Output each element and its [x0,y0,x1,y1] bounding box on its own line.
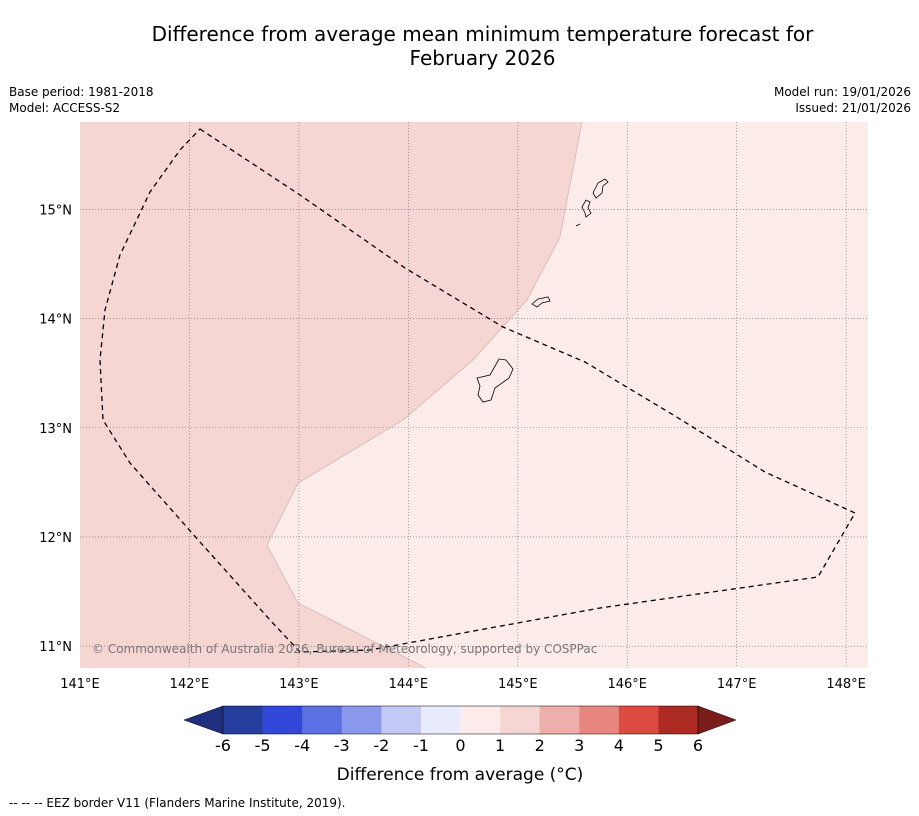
colorbar-segment [460,706,501,734]
aguijan-island [575,223,581,227]
colorbar-tick-label: -3 [334,736,350,755]
colorbar-segment [381,706,422,734]
region-boundary-line [266,122,583,668]
colorbar-tick-label: 5 [653,736,663,755]
latitude-tick-label: 12°N [39,531,72,546]
latitude-tick-label: 14°N [39,313,72,328]
longitude-tick-label: 145°E [498,677,538,692]
colorbar-segment [579,706,620,734]
colorbar-tick-label: 0 [455,736,465,755]
colorbar-segment [341,706,382,734]
anomaly-region-1-to-2 [80,122,582,668]
colorbar-tick-label: 6 [693,736,703,755]
colorbar-segments [222,705,699,735]
longitude-tick-label: 143°E [279,677,319,692]
colorbar-segment [618,706,659,734]
saipan-island [592,178,609,199]
meta-left: Base period: 1981-2018 Model: ACCESS-S2 [9,84,154,116]
title-line-1: Difference from average mean minimum tem… [151,22,814,46]
colorbar-tick-label: -4 [294,736,310,755]
longitude-tick-label: 144°E [389,677,429,692]
colorbar-tick-labels: -6 -5 -4 -3 -2 -1 0 1 2 3 4 5 6 [215,736,703,755]
base-period-text: Base period: 1981-2018 [9,85,154,99]
longitude-tick-label: 148°E [826,677,866,692]
longitude-tick-label: 142°E [170,677,210,692]
colorbar-tick-label: -2 [373,736,389,755]
latitude-labels: 15°N 14°N 13°N 12°N 11°N [39,203,72,655]
colorbar-tick-label: 4 [614,736,624,755]
colorbar-segment [223,706,263,734]
latitude-tick-label: 15°N [39,203,72,218]
gridlines [80,122,868,668]
colorbar-title: Difference from average (°C) [337,765,584,785]
latitude-tick-label: 13°N [39,422,72,437]
guam-island [476,358,514,403]
copyright-text: © Commonwealth of Australia 2026, Bureau… [92,642,597,656]
colorbar-tick-label: 2 [535,736,545,755]
colorbar-segment [420,706,461,734]
colorbar-tick-label: 3 [574,736,584,755]
colorbar-segment [500,706,540,734]
colorbar-under-arrow [183,705,224,735]
model-text: Model: ACCESS-S2 [9,101,121,115]
model-run-text: Model run: 19/01/2026 [773,85,911,99]
longitude-tick-label: 141°E [60,677,100,692]
longitude-tick-label: 147°E [717,677,757,692]
colorbar-segment [262,706,303,734]
map-area: © Commonwealth of Australia 2026, Bureau… [80,122,868,668]
colorbar-segment [658,706,699,734]
colorbar-tick-label: 1 [495,736,505,755]
issued-text: Issued: 21/01/2026 [795,101,911,115]
meta-right: Model run: 19/01/2026 Issued: 21/01/2026 [774,84,911,116]
longitude-labels: 141°E 142°E 143°E 144°E 145°E 146°E 147°E 148°E [60,677,866,692]
chart-title: Difference from average mean minimum tem… [0,22,919,70]
tinian-island [581,199,592,218]
colorbar: -6 -5 -4 -3 -2 -1 0 1 2 3 4 5 6 Difference from aver… [183,705,737,785]
colorbar-tick-label: -6 [215,736,231,755]
latitude-tick-label: 11°N [39,640,72,655]
colorbar-over-arrow [697,705,737,735]
eez-border [99,128,856,653]
colorbar-segment [302,706,343,734]
rota-island [531,296,551,308]
colorbar-tick-label: -1 [413,736,429,755]
longitude-tick-label: 146°E [607,677,647,692]
colorbar-segment [539,706,580,734]
title-line-2: February 2026 [409,46,556,70]
colorbar-tick-label: -5 [255,736,271,755]
eez-legend-text: -- -- -- EEZ border V11 (Flanders Marine… [9,796,346,810]
